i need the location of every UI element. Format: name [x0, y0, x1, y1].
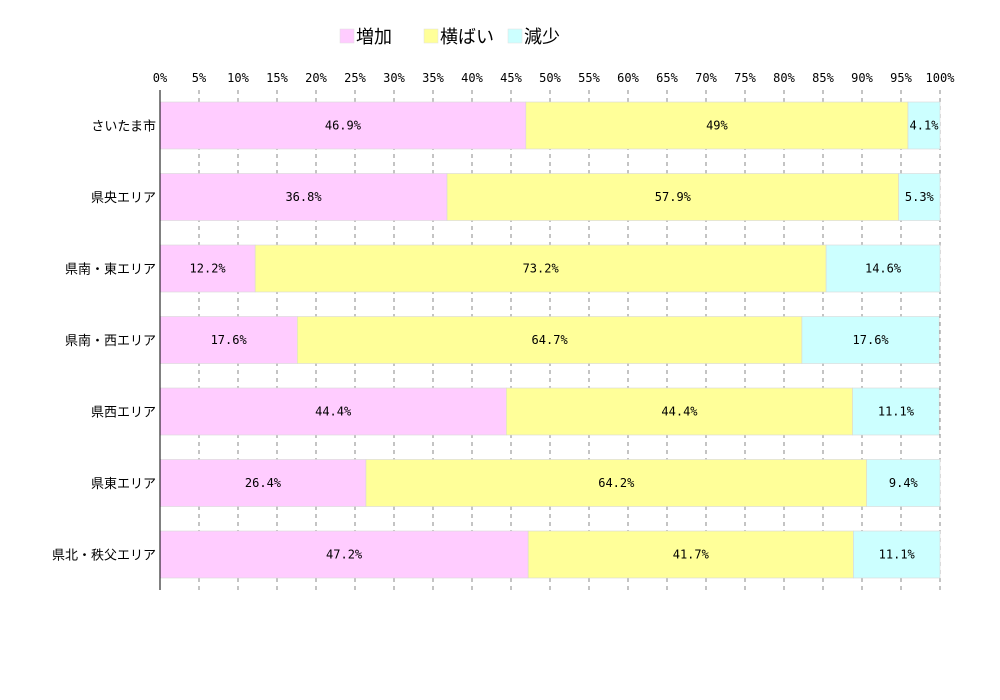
legend-label-1: 横ばい — [440, 27, 494, 48]
data-label: 14.6% — [865, 262, 902, 276]
data-label: 57.9% — [655, 190, 692, 204]
bar-segment — [159, 316, 298, 364]
data-label: 26.4% — [245, 476, 282, 490]
x-tick-label: 85% — [812, 71, 834, 85]
legend: 増加 横ばい 減少 — [339, 27, 560, 48]
data-label: 11.1% — [878, 405, 915, 419]
legend-label-2: 減少 — [524, 27, 560, 48]
x-tick-label: 50% — [539, 71, 561, 85]
bar-segment — [159, 459, 367, 507]
x-tick-label: 65% — [656, 71, 678, 85]
data-label: 64.7% — [532, 333, 569, 347]
data-labels: 46.9% 49% 4.1% 36.8% 57.9% 5.3% 12.2% 73.2% 14.6… — [190, 119, 940, 562]
category-label: 県西エリア — [91, 406, 156, 421]
bar-segment — [296, 316, 803, 364]
x-tick-label: 75% — [734, 71, 756, 85]
bar-segment — [898, 173, 941, 221]
data-label: 17.6% — [211, 333, 248, 347]
bar-segment — [365, 459, 867, 507]
data-label: 17.6% — [853, 333, 890, 347]
bar-segment — [853, 530, 941, 579]
category-label: 県北・秩父エリア — [52, 549, 156, 564]
category-label: さいたま市 — [91, 119, 156, 135]
legend-swatch-0 — [339, 28, 355, 44]
bar-segment — [852, 387, 940, 436]
x-tick-label: 100% — [926, 71, 956, 85]
bar-segment — [159, 530, 529, 579]
data-label: 46.9% — [325, 119, 362, 133]
data-label: 73.2% — [523, 262, 560, 276]
x-tick-label: 80% — [773, 71, 795, 85]
data-label: 4.1% — [910, 119, 940, 133]
category-label: 県南・西エリア — [65, 333, 156, 349]
bar-segment — [825, 244, 941, 293]
data-label: 12.2% — [190, 262, 227, 276]
bar-segment — [254, 244, 827, 293]
x-tick-label: 60% — [617, 71, 639, 85]
bar-segment — [907, 101, 941, 150]
x-tick-label: 70% — [695, 71, 717, 85]
bar-segment — [506, 387, 853, 436]
data-label: 49% — [706, 119, 728, 133]
category-labels: さいたま市県央エリア県南・東エリア県南・西エリア県西エリア県東エリア県北・秩父エ… — [52, 119, 156, 564]
x-tick-label: 55% — [578, 71, 600, 85]
x-tick-label: 45% — [500, 71, 522, 85]
data-label: 11.1% — [879, 548, 916, 562]
x-tick-label: 95% — [890, 71, 912, 85]
x-tick-label: 10% — [227, 71, 249, 85]
legend-swatch-2 — [507, 28, 523, 44]
x-tick-label: 25% — [344, 71, 366, 85]
x-tick-label: 20% — [305, 71, 327, 85]
x-tick-label: 35% — [422, 71, 444, 85]
category-label: 県東エリア — [91, 476, 156, 492]
x-axis-ticks: 0% 5% 10% 15% 20% 25% 30% 35% 40% 45% 50% 55% 60% 65%… — [153, 71, 955, 85]
category-label: 県南・東エリア — [65, 262, 156, 278]
data-label: 64.2% — [598, 476, 635, 490]
bar-segment — [159, 387, 507, 436]
legend-swatch-1 — [423, 28, 439, 44]
bar-segment — [446, 173, 899, 221]
data-label: 47.2% — [326, 548, 363, 562]
bar-segment — [159, 173, 448, 221]
x-tick-label: 0% — [153, 71, 168, 85]
x-tick-label: 90% — [851, 71, 873, 85]
data-label: 5.3% — [905, 190, 935, 204]
bar-segment — [527, 530, 854, 579]
bar-segment — [801, 316, 940, 364]
data-label: 41.7% — [673, 548, 710, 562]
bar-segment — [866, 459, 941, 507]
x-tick-label: 15% — [266, 71, 288, 85]
x-tick-label: 40% — [461, 71, 483, 85]
category-label: 県央エリア — [91, 191, 156, 206]
data-label: 9.4% — [889, 476, 919, 490]
bar-segment — [525, 101, 909, 150]
data-label: 44.4% — [315, 405, 352, 419]
data-label: 36.8% — [285, 190, 322, 204]
bar-segment — [159, 101, 527, 150]
x-tick-label: 30% — [383, 71, 405, 85]
data-label: 44.4% — [661, 405, 698, 419]
x-tick-label: 5% — [192, 71, 207, 85]
legend-label-0: 増加 — [356, 27, 392, 48]
bars — [159, 101, 941, 579]
bar-segment — [159, 244, 256, 293]
